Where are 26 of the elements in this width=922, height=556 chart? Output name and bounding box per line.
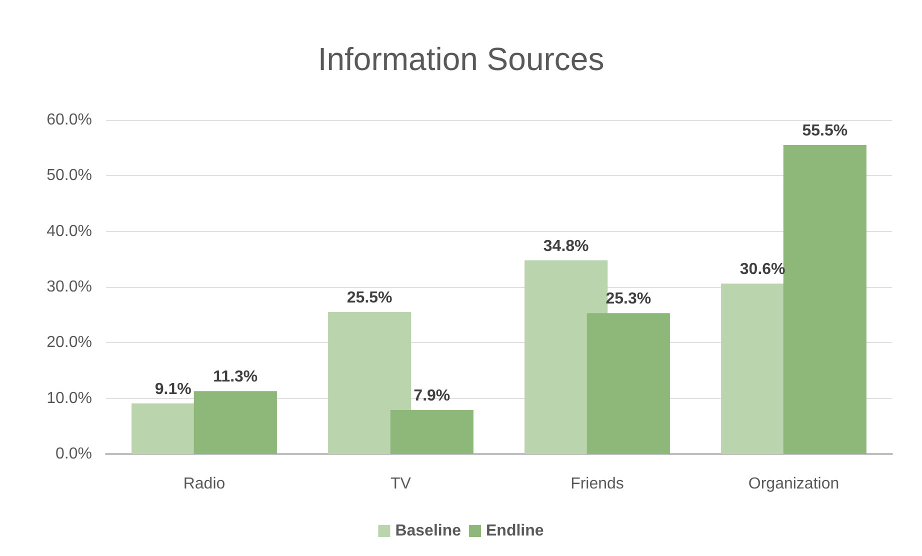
- y-tick-label: 10.0%: [46, 390, 92, 407]
- data-label: 55.5%: [802, 122, 848, 140]
- data-label: 7.9%: [414, 388, 450, 405]
- x-tick-label: Friends: [570, 476, 624, 492]
- data-label: 25.5%: [346, 290, 392, 307]
- bar: [586, 313, 670, 454]
- data-label: 11.3%: [213, 368, 258, 386]
- legend-label: Endline: [486, 522, 544, 540]
- y-tick-label: 0.0%: [56, 446, 92, 462]
- y-tick-label: 60.0%: [46, 112, 92, 128]
- y-tick-label: 50.0%: [46, 167, 92, 184]
- bar: [194, 391, 277, 454]
- data-label: 25.3%: [606, 290, 652, 308]
- y-tick-label: 40.0%: [46, 222, 92, 240]
- legend-label: Baseline: [395, 522, 462, 540]
- x-tick-label: TV: [390, 476, 412, 492]
- chart-title: Information Sources: [318, 41, 604, 77]
- data-label: 9.1%: [154, 380, 192, 398]
- bar: [390, 410, 474, 454]
- bar: [783, 145, 866, 454]
- bar: [328, 312, 412, 454]
- x-tick-label: Radio: [183, 476, 226, 492]
- data-label: 34.8%: [543, 238, 589, 255]
- x-tick-label: Organization: [748, 476, 840, 492]
- y-tick-label: 30.0%: [46, 278, 92, 296]
- y-tick-label: 20.0%: [46, 334, 92, 352]
